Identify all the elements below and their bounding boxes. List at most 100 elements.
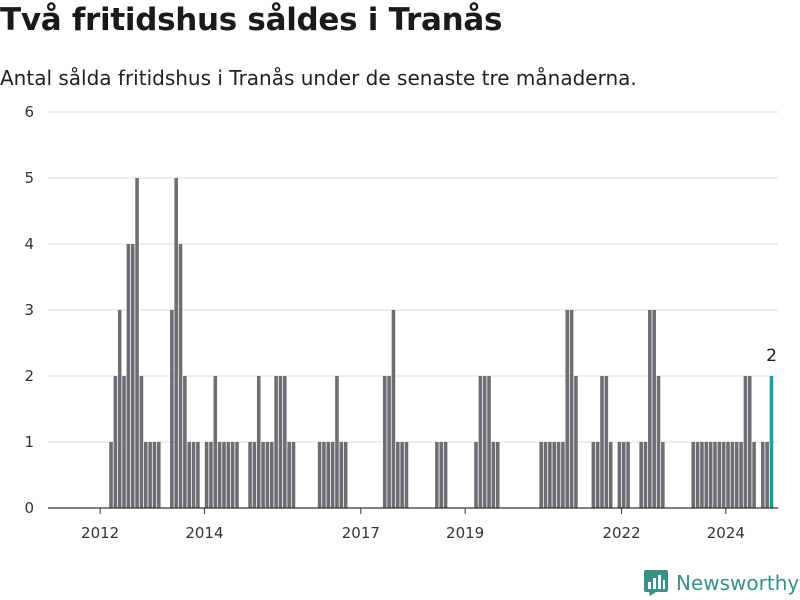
bar <box>126 244 131 508</box>
y-tick-label: 0 <box>24 499 34 517</box>
bar <box>726 442 730 508</box>
bar <box>652 310 656 508</box>
gridlines <box>48 111 778 443</box>
bar <box>626 442 630 508</box>
bar <box>213 376 218 508</box>
bar <box>187 442 192 508</box>
bar <box>591 442 596 508</box>
bar <box>713 442 717 508</box>
highlight-value-label: 2 <box>766 346 777 366</box>
bar <box>556 442 561 508</box>
bar <box>226 442 231 508</box>
bar <box>765 442 769 508</box>
bar <box>382 376 387 508</box>
bar <box>639 442 643 508</box>
bar <box>491 442 496 508</box>
bar <box>708 442 713 508</box>
bar <box>122 376 126 508</box>
bar <box>661 442 665 508</box>
bar <box>495 442 500 508</box>
bar <box>739 442 743 508</box>
bar <box>209 442 213 508</box>
bar <box>621 442 626 508</box>
bar <box>574 376 578 508</box>
bar-highlight <box>769 376 774 508</box>
x-tick-label: 2017 <box>342 524 380 542</box>
bar <box>439 442 444 508</box>
bar <box>478 376 483 508</box>
bar <box>743 376 748 508</box>
bar <box>291 442 296 508</box>
bars <box>109 178 774 508</box>
bar <box>443 442 448 508</box>
bar <box>656 376 661 508</box>
bar <box>183 376 187 508</box>
bar <box>256 376 261 508</box>
bar <box>143 442 148 508</box>
bar <box>752 442 756 508</box>
bar <box>595 442 600 508</box>
bar <box>196 442 200 508</box>
bar <box>695 442 700 508</box>
newsworthy-icon <box>644 570 668 596</box>
bar <box>643 442 648 508</box>
bar <box>230 442 235 508</box>
newsworthy-logo: Newsworthy <box>644 570 799 596</box>
bar <box>435 442 439 508</box>
bar <box>204 442 209 508</box>
bar <box>265 442 270 508</box>
bar <box>326 442 331 508</box>
bar <box>248 442 252 508</box>
bar <box>396 442 400 508</box>
bar <box>721 442 726 508</box>
x-tick-label: 2022 <box>602 524 640 542</box>
bar <box>339 442 344 508</box>
bar <box>474 442 478 508</box>
bar <box>734 442 739 508</box>
bar <box>608 442 613 508</box>
bar <box>561 442 565 508</box>
bar <box>191 442 196 508</box>
bar <box>543 442 548 508</box>
bar <box>269 442 274 508</box>
bar <box>235 442 239 508</box>
bar <box>617 442 622 508</box>
bar <box>152 442 157 508</box>
bar <box>335 376 339 508</box>
bar <box>322 442 326 508</box>
bar <box>252 442 257 508</box>
bar <box>178 244 183 508</box>
bar <box>700 442 704 508</box>
x-axis-ticks: 2012 2014 2017 2019 2022 2024 <box>81 508 745 542</box>
x-tick-label: 2019 <box>446 524 484 542</box>
bar <box>330 442 335 508</box>
bar <box>287 442 291 508</box>
bar <box>261 442 265 508</box>
y-tick-label: 1 <box>24 433 34 451</box>
bar <box>387 376 391 508</box>
y-tick-label: 3 <box>24 301 34 319</box>
bar <box>148 442 152 508</box>
bar <box>704 442 709 508</box>
y-tick-label: 5 <box>24 169 34 187</box>
brand-name: Newsworthy <box>676 571 800 595</box>
bar <box>730 442 735 508</box>
bar <box>283 376 287 508</box>
y-tick-label: 6 <box>24 103 34 121</box>
y-axis-ticks: 0 1 2 3 4 5 6 <box>24 103 34 517</box>
bar <box>139 376 144 508</box>
bar <box>761 442 765 508</box>
x-tick-label: 2024 <box>707 524 745 542</box>
bar <box>113 376 118 508</box>
bar <box>487 376 491 508</box>
bar <box>565 310 570 508</box>
bar <box>135 178 139 508</box>
x-tick-label: 2012 <box>81 524 119 542</box>
bar <box>600 376 604 508</box>
bar <box>109 442 113 508</box>
chart-subtitle: Antal sålda fritidshus i Tranås under de… <box>0 66 637 90</box>
bar <box>548 442 552 508</box>
bar <box>343 442 348 508</box>
bar <box>274 376 278 508</box>
